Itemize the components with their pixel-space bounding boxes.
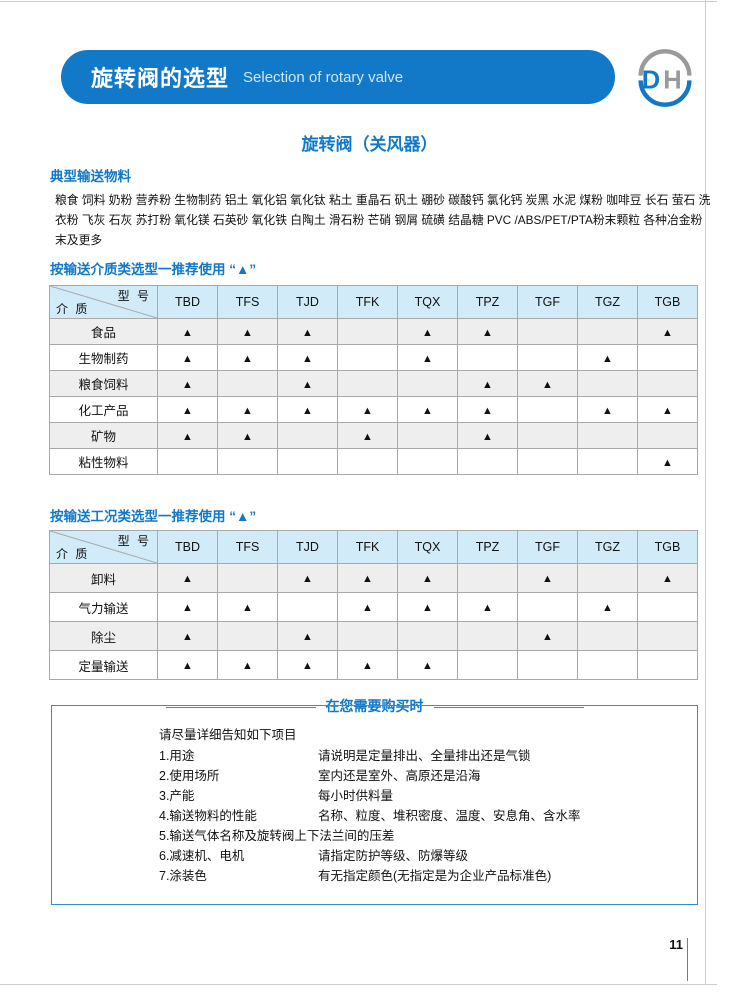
svg-text:H: H <box>663 66 681 94</box>
svg-text:D: D <box>642 66 660 94</box>
